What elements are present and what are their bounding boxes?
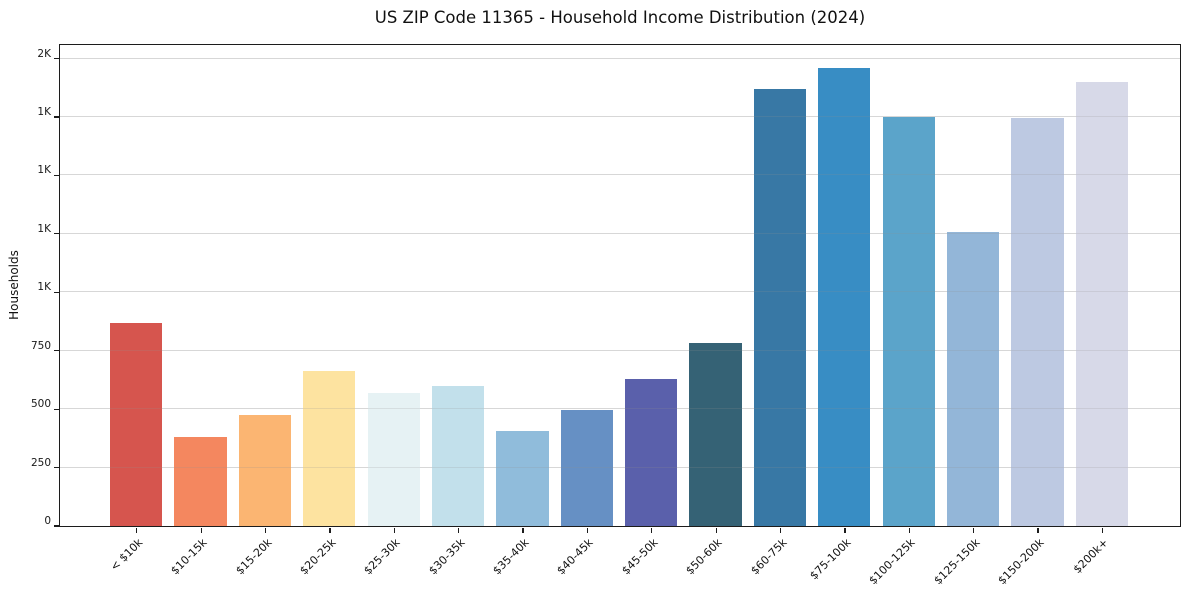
- gridline: [60, 116, 1180, 117]
- y-tick-mark: [53, 525, 59, 527]
- x-tick-label: $125-150k: [931, 536, 983, 588]
- x-tick-label: $60-75k: [747, 536, 790, 578]
- x-tick-label: $30-35k: [425, 536, 468, 578]
- x-tick-mark: [136, 527, 138, 533]
- bar-75-100k: [818, 67, 871, 526]
- bar-slot: $35-40k: [490, 45, 554, 577]
- bar-60-75k: [753, 88, 806, 526]
- x-tick-mark: [200, 527, 202, 533]
- x-tick-label: $15-20k: [232, 536, 275, 578]
- gridline: [60, 466, 1180, 468]
- gridline: [60, 57, 1180, 59]
- y-tick-label: 2K: [37, 47, 51, 60]
- x-tick-mark: [715, 527, 717, 533]
- bar-slot: $50-60k: [683, 45, 747, 577]
- bar-30-35k: [431, 385, 485, 526]
- y-tick-label: 1K: [37, 281, 51, 294]
- y-tick-mark: [53, 466, 59, 469]
- bar-slot: $25-30k: [362, 45, 426, 577]
- bars-container: < $10k $10-15k $15-20k $20-25k $25-30k $30-35…: [60, 45, 1180, 587]
- bar-35-40k: [496, 431, 549, 526]
- chart-title: US ZIP Code 11365 - Household Income Dis…: [374, 8, 866, 27]
- x-tick-label: $25-30k: [361, 536, 403, 578]
- y-tick-label: 1K: [37, 164, 51, 177]
- y-tick-mark: [53, 174, 59, 177]
- x-tick-label: $45-50k: [619, 536, 661, 578]
- bar-slot: $40-45k: [555, 45, 619, 577]
- bar-slot: $15-20k: [233, 45, 297, 577]
- gridline: [60, 349, 1180, 351]
- x-tick-label: $200k+: [1070, 536, 1112, 577]
- x-tick-label: $100-125k: [866, 536, 918, 588]
- bar-slot: $10-15k: [168, 45, 232, 577]
- bar-15-20k: [238, 414, 291, 526]
- bar-40-45k: [560, 410, 613, 526]
- y-tick-label: 750: [30, 339, 51, 352]
- x-tick-label: $150-200k: [995, 536, 1047, 588]
- bar-slot: < $10k: [104, 45, 168, 574]
- y-tick-mark: [53, 233, 59, 235]
- y-tick-label: 1K: [37, 222, 51, 235]
- x-tick-mark: [458, 527, 460, 533]
- y-tick-mark: [53, 116, 59, 118]
- x-tick-label: $10-15k: [168, 536, 210, 578]
- y-tick-mark: [53, 57, 59, 60]
- x-tick-label: $50-60k: [683, 536, 725, 578]
- bar-150-200k: [1011, 118, 1064, 526]
- y-tick-label: 500: [30, 398, 51, 411]
- x-tick-mark: [393, 527, 395, 533]
- bar-slot: $75-100k: [807, 45, 876, 582]
- bar-25-30k: [367, 392, 420, 526]
- y-tick-mark: [53, 350, 59, 352]
- x-tick-label: < $10k: [107, 536, 146, 574]
- bar-50-60k: [689, 342, 742, 526]
- gridline: [60, 174, 1180, 176]
- y-axis-label: Households: [7, 250, 21, 320]
- bar-10-15k: [174, 437, 227, 526]
- gridline: [60, 232, 1180, 234]
- x-tick-mark: [264, 527, 267, 533]
- x-tick-mark: [522, 527, 524, 533]
- x-tick-mark: [908, 527, 910, 533]
- y-tick-mark: [53, 408, 59, 410]
- bar-slot: $60-75k: [748, 45, 812, 577]
- bar-slot: $150-200k: [995, 45, 1069, 587]
- x-tick-label: $40-45k: [554, 536, 597, 578]
- y-tick-label: 1K: [37, 106, 51, 118]
- x-tick-mark: [844, 527, 846, 533]
- bar-100-125k: [882, 117, 935, 526]
- bar-200k+: [1075, 81, 1128, 526]
- bar-slot: $45-50k: [619, 45, 683, 577]
- bar-slot: $30-35k: [426, 45, 490, 577]
- y-tick-mark: [53, 291, 59, 293]
- x-tick-mark: [973, 527, 975, 533]
- bar-slot: $125-150k: [931, 45, 1005, 587]
- bar-45-50k: [625, 378, 678, 526]
- x-tick-label: $20-25k: [297, 536, 339, 578]
- bar-125-150k: [946, 231, 1000, 526]
- y-tick-label: 0: [44, 515, 51, 527]
- bar-slot: $100-125k: [867, 45, 941, 587]
- x-tick-mark: [1101, 527, 1103, 533]
- x-tick-mark: [1037, 527, 1039, 533]
- x-tick-mark: [329, 527, 331, 533]
- x-tick-mark: [586, 527, 588, 533]
- x-tick-label: $75-100k: [807, 536, 854, 583]
- x-tick-mark: [651, 527, 653, 533]
- x-tick-label: $35-40k: [490, 536, 532, 578]
- bar-slot: $200k+: [1070, 45, 1134, 576]
- bar-10k: [110, 322, 163, 526]
- plot-area: < $10k $10-15k $15-20k $20-25k $25-30k $30-35…: [31, 44, 1181, 587]
- bar-20-25k: [303, 370, 356, 526]
- gridline: [60, 408, 1180, 410]
- y-tick-label: 250: [30, 456, 51, 469]
- x-tick-mark: [779, 527, 782, 533]
- gridline: [60, 291, 1180, 293]
- bar-slot: $20-25k: [297, 45, 361, 577]
